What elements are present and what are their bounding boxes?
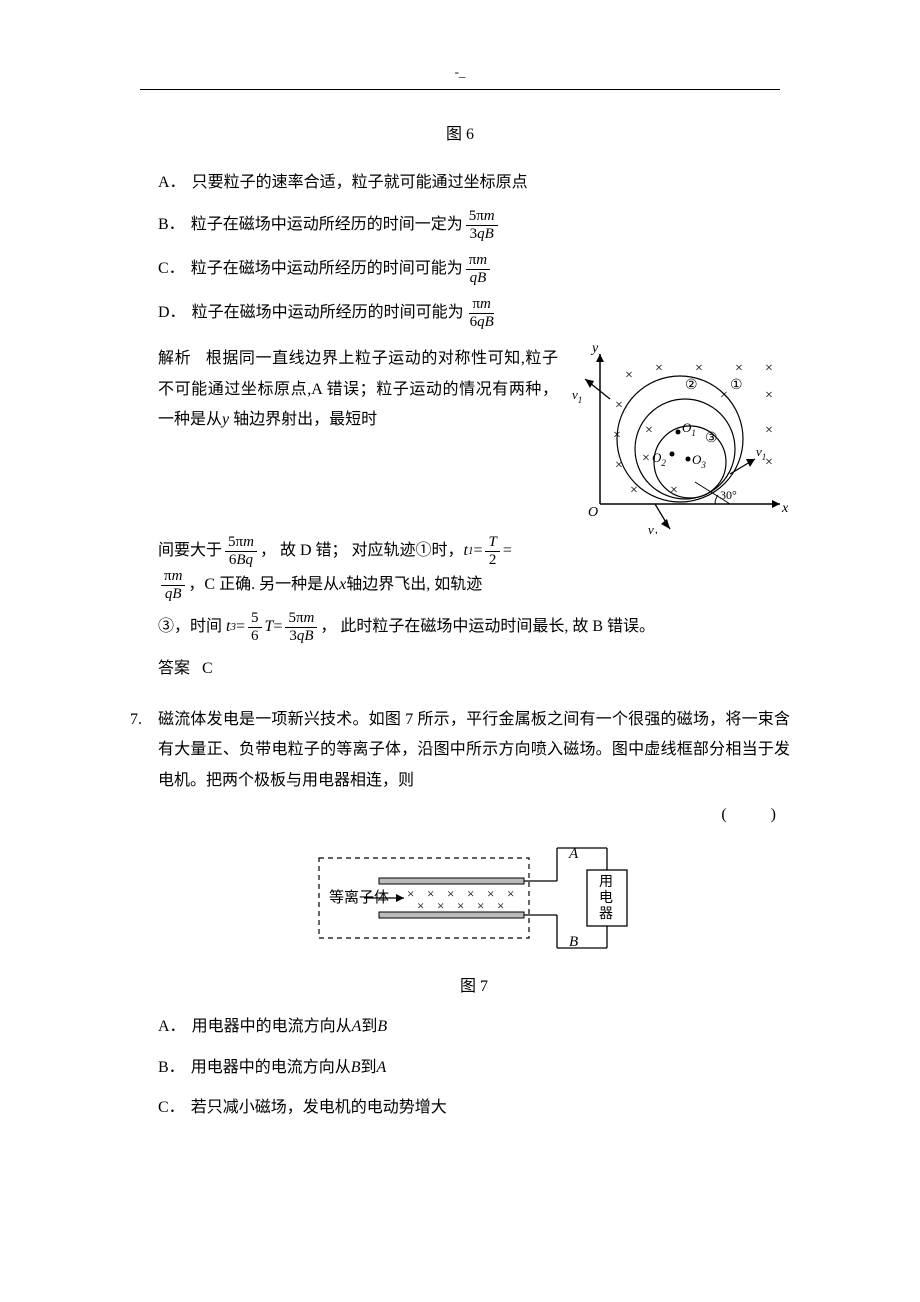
svg-text:×: ×: [437, 898, 444, 913]
svg-text:×: ×: [765, 361, 773, 376]
svg-text:v1: v1: [572, 387, 582, 405]
fraction: πm qB: [161, 568, 185, 602]
option-b: B． 粒子在磁场中运动所经历的时间一定为 5πm 3qB: [158, 208, 790, 242]
analysis-section: 解析 根据同一直线边界上粒子运动的对称性可知,粒子不可能通过坐标原点,A 错误；…: [130, 344, 790, 534]
svg-text:×: ×: [457, 898, 464, 913]
answer-label: 答案: [158, 660, 190, 677]
svg-text:×: ×: [467, 886, 474, 901]
page-header-mark: -_: [140, 60, 780, 90]
svg-text:×: ×: [720, 388, 728, 403]
option-c: C． 粒子在磁场中运动所经历的时间可能为 πm qB: [158, 252, 790, 286]
option-text: 粒子在磁场中运动所经历的时间可能为: [191, 254, 463, 284]
svg-text:×: ×: [507, 886, 514, 901]
svg-text:×: ×: [447, 886, 454, 901]
fraction: πm 6qB: [467, 296, 497, 330]
option-text: 只要粒子的速率合适，粒子就可能通过坐标原点: [192, 168, 528, 198]
svg-text:30°: 30°: [720, 488, 737, 502]
svg-text:①: ①: [730, 378, 743, 393]
option-d: D． 粒子在磁场中运动所经历的时间可能为 πm 6qB: [158, 296, 790, 330]
svg-text:×: ×: [417, 898, 424, 913]
analysis-label: 解析: [158, 350, 191, 367]
figure-7: ×××××× ××××× 等离子体 用 电 器: [158, 840, 790, 1002]
option-text: 粒子在磁场中运动所经历的时间一定为: [191, 210, 463, 240]
svg-text:O3: O3: [692, 452, 706, 470]
option-letter: B．: [158, 210, 185, 240]
question-7: 7. 磁流体发电是一项新兴技术。如图 7 所示，平行金属板之间有一个很强的磁场，…: [130, 705, 790, 1134]
svg-text:y: y: [590, 344, 599, 356]
option-letter: A．: [158, 168, 186, 198]
option-text: 粒子在磁场中运动所经历的时间可能为: [192, 298, 464, 328]
svg-text:③: ③: [705, 431, 718, 446]
answer-line: 答案 C: [158, 654, 790, 684]
answer-paren: ( ): [158, 800, 790, 830]
fraction: 5πm 3qB: [285, 610, 317, 644]
q7-option-c: C． 若只减小磁场，发电机的电动势增大: [158, 1093, 790, 1123]
option-letter: D．: [158, 298, 186, 328]
svg-text:器: 器: [599, 907, 613, 922]
svg-text:②: ②: [685, 378, 698, 393]
analysis-line-4: ③，时间 t3 = 5 6 T = 5πm 3qB ， 此时粒子在磁场中运动时间…: [158, 610, 790, 644]
fraction: 5 6: [248, 610, 262, 644]
question-number: 7.: [130, 705, 158, 1134]
q7-option-a: A． 用电器中的电流方向从 A 到 B: [158, 1012, 790, 1042]
analysis-text: 解析 根据同一直线边界上粒子运动的对称性可知,粒子不可能通过坐标原点,A 错误；…: [158, 344, 558, 534]
figure-7-label: 图 7: [158, 972, 790, 1002]
diagram-6: y x O ××××× ××× ××× ××× ×× O1 O2 O3: [570, 344, 790, 534]
svg-text:×: ×: [477, 898, 484, 913]
svg-text:×: ×: [407, 886, 414, 901]
svg-text:B: B: [569, 934, 578, 950]
svg-text:×: ×: [625, 368, 633, 383]
analysis-line-2: 间要大于 5πm 6Bq ， 故 D 错； 对应轨迹①时， t1 = T 2 =: [158, 534, 790, 568]
svg-text:×: ×: [695, 361, 703, 376]
svg-text:v1: v1: [648, 522, 658, 534]
svg-text:×: ×: [615, 398, 623, 413]
svg-text:v1: v1: [756, 444, 766, 462]
svg-text:等离子体: 等离子体: [329, 888, 389, 906]
svg-text:×: ×: [487, 886, 494, 901]
option-letter: C．: [158, 254, 185, 284]
fraction: 5πm 6Bq: [225, 534, 257, 568]
fraction: πm qB: [466, 252, 490, 286]
svg-text:用: 用: [599, 875, 613, 890]
svg-text:×: ×: [765, 423, 773, 438]
fraction: 5πm 3qB: [466, 208, 498, 242]
svg-text:A: A: [568, 846, 579, 862]
analysis-line-3: πm qB ，C 正确. 另一种是从 x 轴边界飞出, 如轨迹: [158, 568, 790, 602]
svg-text:×: ×: [645, 423, 653, 438]
svg-text:×: ×: [655, 361, 663, 376]
svg-text:×: ×: [735, 361, 743, 376]
svg-text:O1: O1: [682, 420, 696, 438]
svg-text:电: 电: [599, 890, 613, 906]
svg-text:×: ×: [642, 451, 650, 466]
svg-text:O: O: [588, 505, 598, 520]
svg-text:×: ×: [615, 458, 623, 473]
svg-text:x: x: [781, 501, 789, 516]
svg-text:×: ×: [497, 898, 504, 913]
fraction: T 2: [485, 534, 499, 568]
question-body: 磁流体发电是一项新兴技术。如图 7 所示，平行金属板之间有一个很强的磁场，将一束…: [158, 705, 790, 1134]
answer-value: C: [202, 660, 213, 677]
figure-6-label: 图 6: [130, 120, 790, 150]
svg-text:×: ×: [765, 388, 773, 403]
q7-option-b: B． 用电器中的电流方向从 B 到 A: [158, 1053, 790, 1083]
option-a: A． 只要粒子的速率合适，粒子就可能通过坐标原点: [158, 168, 790, 198]
svg-text:×: ×: [427, 886, 434, 901]
